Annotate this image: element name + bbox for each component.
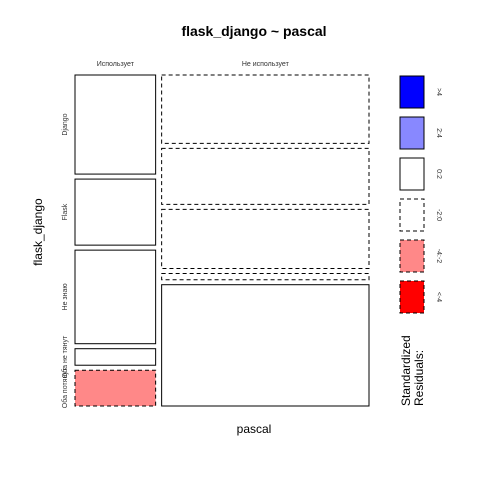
residuals-legend: >4 2:4 0:2 -2:0 -4:-2 <-4 StandardizedResidual…	[399, 76, 442, 406]
legend-label-5: -4:-2	[435, 249, 442, 264]
y-tick-flask: Flask	[62, 203, 69, 220]
y-tick-django: Django	[62, 113, 69, 135]
legend-label-4: -2:0	[435, 209, 442, 221]
legend-swatch-2	[400, 117, 424, 149]
legend-swatch-4	[400, 199, 424, 231]
x-tick-использует: Использует	[97, 61, 135, 68]
cell-использует-django	[75, 75, 156, 174]
legend-swatch-5	[400, 240, 424, 272]
cell-не-использует-flask	[162, 148, 369, 204]
y-tick-не-знаю: Не знаю	[62, 283, 69, 310]
legend-title: StandardizedResiduals:	[399, 335, 426, 406]
cell-использует-оба-потянут	[75, 370, 156, 406]
legend-label-1: >4	[435, 88, 442, 96]
chart-title: flask_django ~ pascal	[181, 23, 326, 39]
mosaic-cells	[75, 75, 369, 406]
legend-label-3: 0:2	[435, 169, 442, 179]
legend-swatch-3	[400, 158, 424, 190]
x-tick-не-использует: Не использует	[242, 61, 290, 68]
cell-не-использует-django	[162, 75, 369, 143]
cell-не-использует-оба-не-тянут	[162, 273, 369, 279]
legend-label-2: 2:4	[435, 128, 442, 138]
x-axis-label: pascal	[237, 422, 272, 436]
cell-использует-не-знаю	[75, 250, 156, 344]
cell-использует-flask	[75, 179, 156, 245]
cell-не-использует-не-знаю	[162, 209, 369, 268]
x-tick-labels: Использует Не использует	[97, 61, 290, 68]
y-tick-оба-потянут: Оба потянут	[61, 367, 69, 408]
cell-использует-оба-не-тянут	[75, 349, 156, 366]
cell-не-использует-оба-потянут	[162, 285, 369, 406]
legend-swatch-6	[400, 281, 424, 313]
legend-swatch-1	[400, 76, 424, 108]
legend-label-6: <-4	[435, 292, 442, 302]
y-axis-label: flask_django	[31, 198, 45, 266]
